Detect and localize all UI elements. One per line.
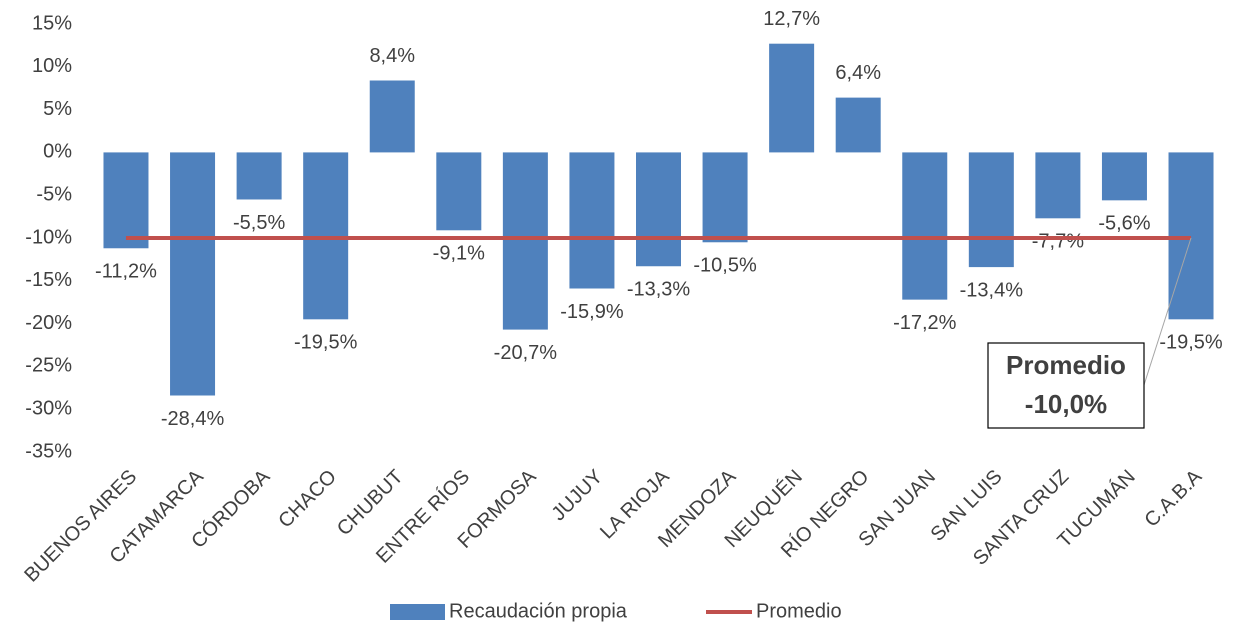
bar <box>702 152 748 243</box>
y-tick-label: -15% <box>25 269 72 291</box>
data-label: 12,7% <box>763 8 820 30</box>
data-label: -15,9% <box>560 301 624 323</box>
data-label: -10,5% <box>693 255 757 277</box>
bar <box>1101 152 1147 201</box>
y-tick-label: 10% <box>32 55 72 77</box>
data-label: -17,2% <box>893 312 957 334</box>
x-tick-label: C.A.B.A <box>1140 465 1206 531</box>
bar <box>902 152 948 300</box>
y-tick-label: -10% <box>25 226 72 248</box>
bar <box>636 152 681 267</box>
legend-label: Recaudación propia <box>449 600 628 622</box>
y-tick-label: -30% <box>25 397 72 419</box>
data-label: -13,4% <box>960 279 1024 301</box>
bar <box>968 152 1014 268</box>
leader-line <box>1143 237 1192 386</box>
data-label: -13,3% <box>627 279 691 301</box>
data-label: -19,5% <box>294 332 358 354</box>
y-tick-label: -25% <box>25 355 72 377</box>
bar <box>502 152 548 330</box>
bar <box>1168 152 1214 320</box>
data-label: 8,4% <box>369 45 415 67</box>
x-tick-label: CHACO <box>274 466 341 533</box>
y-tick-label: -20% <box>25 312 72 334</box>
data-label: -5,5% <box>233 212 285 234</box>
y-tick-label: 5% <box>43 98 72 120</box>
y-tick-label: 0% <box>43 141 72 163</box>
y-tick-label: 15% <box>32 12 72 34</box>
bar <box>436 152 482 231</box>
data-label: -20,7% <box>494 342 558 364</box>
annotation-label: Promedio <box>1006 350 1126 380</box>
annotation-box <box>987 342 1145 429</box>
y-tick-label: -35% <box>25 440 72 462</box>
x-tick-label: JUJUY <box>548 466 608 526</box>
annotation-value: -10,0% <box>1025 389 1107 419</box>
legend-swatch <box>390 604 445 620</box>
data-label: -11,2% <box>95 261 157 283</box>
bar <box>835 97 881 153</box>
bar <box>170 152 216 396</box>
data-label: -28,4% <box>161 408 225 430</box>
x-tick-label: BUENOS AIRES <box>20 466 141 587</box>
legend-label: Promedio <box>756 600 842 622</box>
data-label: -7,7% <box>1032 231 1084 253</box>
bar <box>769 43 815 153</box>
bar <box>303 152 349 320</box>
data-label: -19,5% <box>1159 332 1223 354</box>
bar <box>569 152 615 289</box>
bar <box>103 152 149 249</box>
bar <box>1035 152 1081 219</box>
data-label: -5,6% <box>1098 213 1150 235</box>
data-label: -9,1% <box>433 243 485 265</box>
bar <box>236 152 282 200</box>
y-tick-label: -5% <box>36 183 72 205</box>
data-label: 6,4% <box>835 62 881 84</box>
bar <box>369 80 415 153</box>
